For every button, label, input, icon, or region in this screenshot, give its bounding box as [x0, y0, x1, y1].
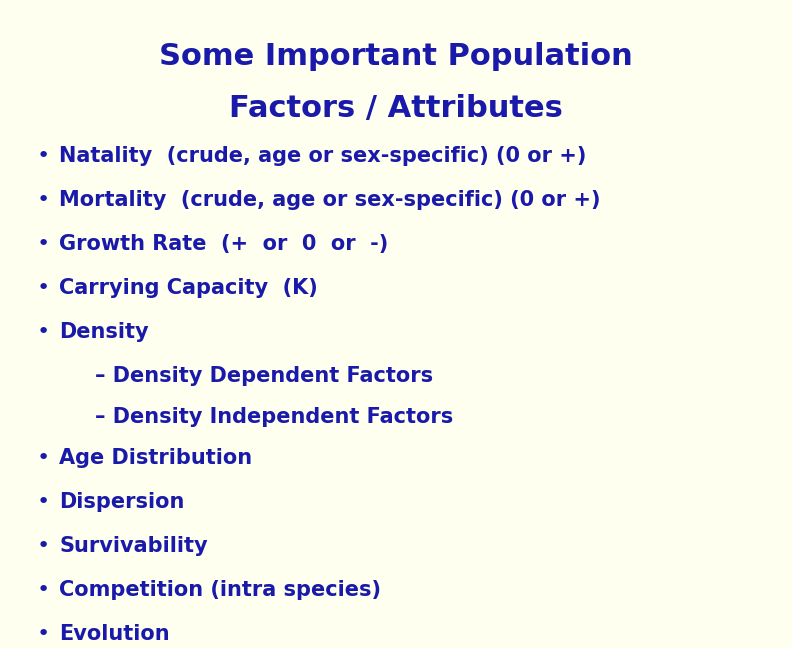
- Text: Mortality  (crude, age or sex-specific) (0 or +): Mortality (crude, age or sex-specific) (…: [59, 190, 601, 210]
- Text: •: •: [37, 190, 50, 210]
- Text: •: •: [37, 580, 50, 600]
- Text: Growth Rate  (+  or  0  or  -): Growth Rate (+ or 0 or -): [59, 234, 389, 254]
- Text: •: •: [37, 492, 50, 512]
- Text: Competition (intra species): Competition (intra species): [59, 580, 382, 600]
- Text: Natality  (crude, age or sex-specific) (0 or +): Natality (crude, age or sex-specific) (0…: [59, 146, 587, 166]
- Text: •: •: [37, 624, 50, 644]
- Text: •: •: [37, 146, 50, 166]
- Text: Factors / Attributes: Factors / Attributes: [229, 94, 563, 123]
- Text: – Density Dependent Factors: – Density Dependent Factors: [95, 366, 433, 386]
- Text: Survivability: Survivability: [59, 536, 208, 556]
- Text: •: •: [37, 322, 50, 342]
- Text: •: •: [37, 536, 50, 556]
- Text: Age Distribution: Age Distribution: [59, 448, 253, 468]
- Text: •: •: [37, 278, 50, 298]
- Text: Dispersion: Dispersion: [59, 492, 185, 512]
- Text: – Density Independent Factors: – Density Independent Factors: [95, 407, 453, 427]
- Text: Some Important Population: Some Important Population: [159, 42, 633, 71]
- Text: •: •: [37, 448, 50, 468]
- Text: Density: Density: [59, 322, 149, 342]
- Text: Evolution: Evolution: [59, 624, 170, 644]
- Text: •: •: [37, 234, 50, 254]
- Text: Carrying Capacity  (K): Carrying Capacity (K): [59, 278, 318, 298]
